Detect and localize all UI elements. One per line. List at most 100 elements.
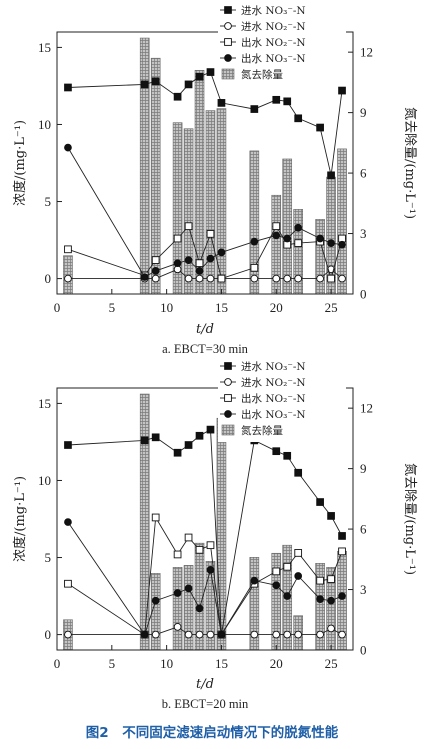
series-line-0	[67, 428, 343, 635]
x-tick-label: 25	[325, 300, 338, 315]
data-point	[272, 447, 281, 456]
data-point	[294, 274, 303, 283]
data-point	[217, 630, 226, 639]
y-right-tick-label: 0	[360, 643, 367, 658]
data-point	[338, 86, 346, 95]
plot-frame	[56, 387, 354, 651]
x-tick-label: 0	[54, 656, 61, 671]
data-point	[316, 595, 324, 603]
data-point	[272, 222, 281, 231]
y-left-tick-label: 5	[45, 194, 52, 209]
data-point	[184, 256, 193, 264]
data-point	[250, 274, 259, 283]
data-point	[195, 267, 204, 275]
data-point	[283, 97, 292, 106]
legend-background	[218, 2, 346, 86]
y-right-axis-label: 氮去除量/(mg·L⁻¹)	[402, 107, 417, 219]
data-point	[327, 274, 335, 283]
data-point	[294, 630, 303, 639]
data-point	[64, 274, 72, 283]
data-point	[173, 623, 182, 631]
data-point	[173, 550, 182, 559]
legend: 进水 NO₃⁻-N 进水 NO₂⁻-N 出水 NO₂⁻-N 出水 NO₃⁻-N 氮去除量	[218, 358, 346, 442]
x-axis-label: t/d	[196, 322, 214, 337]
legend-marker	[224, 378, 232, 386]
data-point	[294, 114, 303, 123]
y-right-tick-label: 3	[360, 582, 367, 597]
x-tick-label: 0	[54, 300, 61, 315]
legend-bar-swatch	[221, 68, 235, 80]
data-point	[64, 630, 72, 639]
data-point	[151, 596, 160, 605]
data-point	[64, 83, 72, 92]
y-left-axis-label: 浓度/(mg·L⁻¹)	[12, 476, 28, 562]
x-tick-label: 20	[270, 300, 283, 315]
data-point	[206, 541, 215, 550]
data-point	[283, 274, 292, 283]
data-point	[272, 274, 281, 283]
legend-entry: 进水 NO₂⁻-N	[241, 21, 306, 33]
removal-bar	[139, 37, 150, 295]
removal-bar	[205, 110, 216, 295]
data-point	[151, 630, 160, 639]
data-point	[195, 630, 204, 639]
data-point	[294, 549, 303, 557]
y-left-tick-label: 10	[38, 117, 51, 132]
data-point	[151, 274, 160, 283]
y-left-tick-label: 15	[38, 396, 51, 411]
data-point	[338, 592, 346, 600]
data-point	[140, 436, 149, 445]
data-point	[173, 92, 182, 101]
legend-entry: 进水 NO₃⁻-N	[241, 5, 306, 17]
data-point	[272, 231, 281, 240]
y-right-tick-label: 3	[360, 226, 367, 241]
data-point	[327, 596, 335, 605]
data-point	[173, 234, 182, 243]
y-left-axis-label: 浓度/(mg·L⁻¹)	[12, 120, 28, 206]
data-point	[195, 604, 204, 613]
y-left-tick-label: 10	[38, 473, 51, 488]
removal-bar	[172, 567, 183, 651]
data-point	[217, 99, 226, 107]
data-point	[217, 248, 226, 257]
legend-marker	[224, 38, 232, 46]
data-point	[206, 425, 215, 434]
y-left-tick-label: 15	[38, 40, 51, 55]
legend-marker	[224, 6, 232, 14]
data-point	[206, 630, 215, 639]
data-point	[64, 441, 72, 449]
data-point	[294, 572, 303, 580]
removal-bar	[315, 219, 325, 295]
legend-entry: 出水 NO₃⁻-N	[241, 52, 306, 65]
data-point	[283, 451, 292, 460]
legend-entry: 进水 NO₂⁻-N	[241, 377, 306, 389]
x-tick-label: 20	[270, 656, 283, 671]
chart-panel-a: 0 5 10 15 20 25 0 5 10 15 0 3 6 9 12 浓度/(mg·L⁻¹) 氮去除量/(m…	[12, 2, 417, 356]
legend-background	[218, 358, 346, 442]
data-point	[327, 239, 335, 247]
data-point	[327, 575, 335, 583]
x-tick-label: 15	[215, 300, 228, 315]
figure-caption: 图2 不同固定滤速启动情况下的脱氮性能	[86, 724, 339, 741]
data-point	[272, 581, 281, 590]
y-right-tick-label: 6	[360, 522, 367, 537]
removal-bar	[249, 150, 260, 295]
data-point	[294, 223, 303, 232]
data-point	[64, 579, 72, 588]
data-point	[316, 234, 324, 243]
x-tick-label: 5	[109, 656, 116, 671]
data-point	[283, 562, 292, 571]
data-point	[316, 498, 324, 506]
legend: 进水 NO₃⁻-N 进水 NO₂⁻-N 出水 NO₂⁻-N 出水 NO₃⁻-N 氮去除量	[218, 2, 346, 86]
chart-panel-b: 0 5 10 15 20 25 0 5 10 15 0 3 6 9 12 浓度/(mg·L⁻¹) 氮去除量/(m…	[12, 358, 417, 711]
removal-bar	[183, 128, 194, 295]
data-point	[338, 532, 346, 540]
data-point	[195, 274, 204, 283]
legend-marker	[224, 22, 232, 30]
data-point	[184, 630, 193, 639]
data-point	[151, 433, 160, 442]
data-point	[184, 533, 193, 542]
panel-subcaption: b. EBCT=20 min	[162, 697, 249, 711]
data-point	[327, 512, 335, 520]
